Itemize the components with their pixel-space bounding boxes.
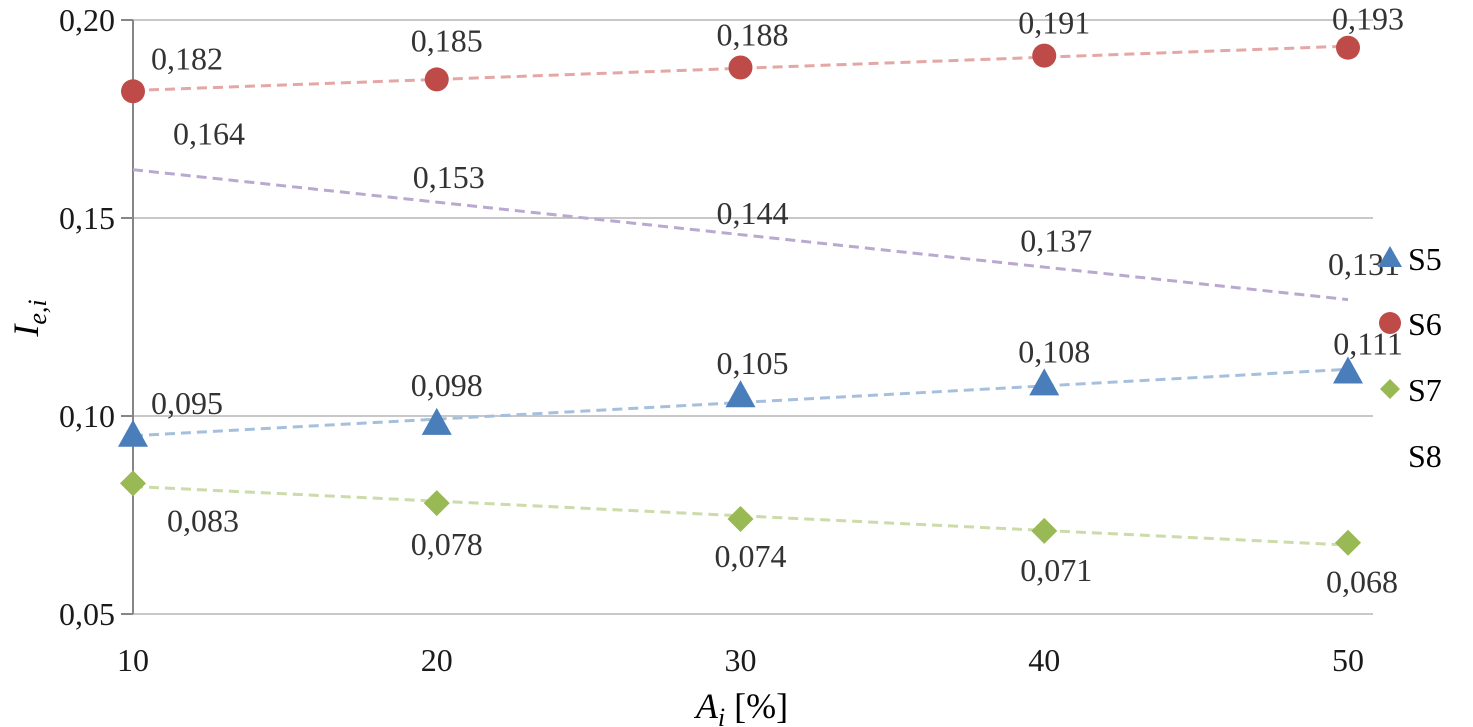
data-label-s6: 0,193	[1332, 1, 1404, 37]
data-label-s8: 0,153	[413, 159, 485, 195]
marker-s6	[1336, 35, 1360, 60]
data-markers	[118, 35, 1363, 556]
data-label-s5: 0,108	[1018, 333, 1090, 369]
x-axis-title: Ai [%]	[694, 686, 788, 727]
legend-marker-s6	[1379, 312, 1401, 334]
legend: S5 S6 S7 S8	[1378, 241, 1442, 474]
legend-label-s8: S8	[1408, 438, 1442, 474]
marker-s7	[727, 505, 754, 532]
y-tick-label: 0,15	[59, 200, 115, 236]
y-tick-label: 0,10	[59, 398, 115, 434]
marker-s5	[118, 419, 148, 447]
legend-marker-s7	[1380, 379, 1400, 399]
trendline-s6	[132, 44, 1349, 92]
y-axis-title: Ie,i	[6, 299, 52, 337]
axis-titles: Ai [%] Ie,i	[6, 299, 788, 727]
data-label-s7: 0,068	[1326, 564, 1398, 600]
data-label-s6: 0,191	[1018, 5, 1090, 41]
legend-marker-s5	[1378, 246, 1402, 267]
marker-s5	[1029, 368, 1060, 396]
y-tick-label: 0,05	[59, 596, 115, 632]
marker-s6	[424, 67, 449, 92]
marker-s5	[725, 380, 756, 408]
marker-s7	[423, 490, 450, 517]
x-tick-label: 40	[1028, 642, 1060, 678]
data-label-s8: 0,164	[173, 116, 245, 152]
trendline-s8	[132, 168, 1349, 302]
legend-label-s7: S7	[1408, 372, 1442, 408]
marker-s5	[1333, 356, 1363, 384]
marker-s6	[1032, 43, 1057, 68]
data-label-s6: 0,185	[411, 22, 483, 58]
axes	[121, 19, 134, 615]
legend-label-s5: S5	[1408, 241, 1442, 277]
trendlines	[132, 44, 1349, 547]
data-label-s5: 0,098	[411, 367, 483, 403]
data-label-s6: 0,182	[151, 40, 223, 76]
data-label-s7: 0,083	[167, 502, 239, 538]
x-tick-label: 20	[421, 642, 453, 678]
marker-s5	[421, 407, 452, 435]
data-label-s5: 0,095	[151, 385, 223, 421]
marker-s7	[1031, 517, 1058, 544]
marker-s6	[121, 79, 145, 104]
data-label-s8: 0,144	[717, 195, 789, 231]
marker-s6	[728, 55, 753, 80]
x-tick-label: 10	[117, 642, 149, 678]
marker-s7	[120, 470, 146, 497]
data-label-s8: 0,137	[1020, 222, 1092, 258]
y-tick-label: 0,20	[59, 2, 115, 38]
data-label-s7: 0,071	[1020, 552, 1092, 588]
tick-labels: 0,05 0,10 0,15 0,20 10 20 30 40 50	[59, 2, 1364, 678]
marker-s7	[1335, 529, 1361, 556]
data-label-s7: 0,074	[715, 538, 787, 574]
data-label-s7: 0,078	[411, 526, 483, 562]
data-label-s5: 0,105	[717, 345, 789, 381]
x-tick-label: 50	[1332, 642, 1364, 678]
data-label-s6: 0,188	[717, 17, 789, 53]
gridlines	[133, 19, 1373, 615]
legend-label-s6: S6	[1408, 306, 1442, 342]
x-tick-label: 30	[725, 642, 757, 678]
